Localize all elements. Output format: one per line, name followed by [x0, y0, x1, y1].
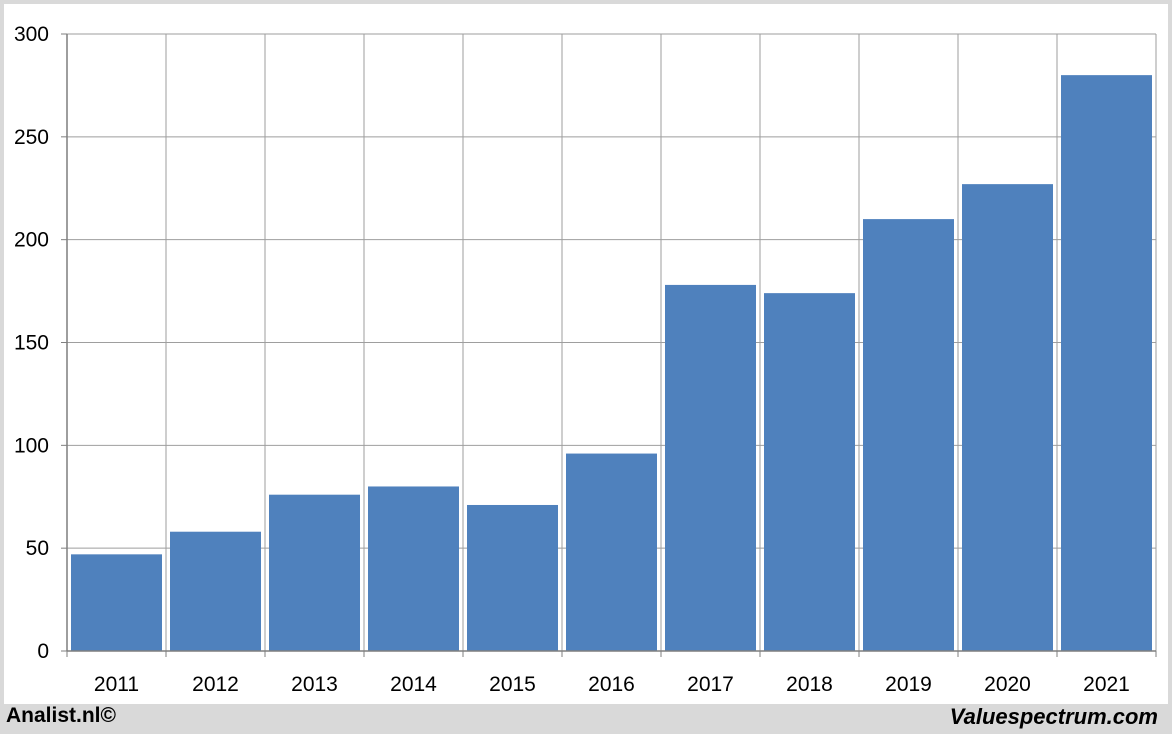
x-tick-label: 2013 — [291, 673, 338, 696]
bar-2017 — [665, 284, 756, 651]
bar-2015 — [467, 504, 558, 651]
bar-chart: 0 50 100 150 200 250 300 2011 2012 2013 2014 2015 20… — [14, 23, 1157, 696]
footer-source-right: Valuespectrum.com — [949, 704, 1158, 729]
bar-2019 — [863, 219, 954, 651]
footer-source-left: Analist.nl© — [6, 704, 116, 727]
x-tick-label: 2016 — [588, 673, 635, 696]
y-tick-label: 100 — [14, 434, 49, 457]
bar-2016 — [566, 453, 657, 651]
x-tick-label: 2018 — [786, 673, 833, 696]
chart-panel: 0 50 100 150 200 250 300 2011 2012 2013 2014 2015 20… — [4, 4, 1168, 704]
x-tick-label: 2012 — [192, 673, 239, 696]
bar-2020 — [962, 184, 1053, 652]
bar-2013 — [269, 494, 360, 651]
x-tick-label: 2021 — [1083, 673, 1130, 696]
bar-layer — [71, 75, 1152, 652]
bar-2014 — [368, 486, 459, 651]
bar-2021 — [1061, 75, 1152, 652]
x-tick-label: 2019 — [885, 673, 932, 696]
x-tick-label: 2014 — [390, 673, 437, 696]
y-tick-label: 300 — [14, 23, 49, 46]
bar-2011 — [71, 554, 162, 651]
x-tick-label: 2015 — [489, 673, 536, 696]
axis-layer: 0 50 100 150 200 250 300 2011 2012 2013 2014 2015 20… — [14, 23, 1157, 696]
y-tick-label: 200 — [14, 229, 49, 252]
y-tick-label: 250 — [14, 126, 49, 149]
y-tick-label: 0 — [37, 640, 49, 663]
x-tick-label: 2011 — [94, 673, 139, 696]
y-tick-label: 50 — [26, 537, 49, 560]
bar-2018 — [764, 293, 855, 651]
bar-2012 — [170, 531, 261, 651]
y-tick-label: 150 — [14, 332, 49, 355]
x-tick-label: 2017 — [687, 673, 734, 696]
grid-layer — [66, 33, 1157, 652]
x-tick-label: 2020 — [984, 673, 1031, 696]
